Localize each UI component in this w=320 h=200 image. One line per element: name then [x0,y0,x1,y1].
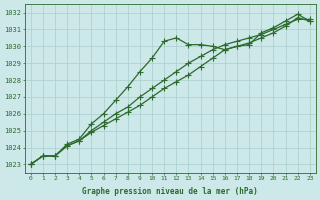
X-axis label: Graphe pression niveau de la mer (hPa): Graphe pression niveau de la mer (hPa) [82,187,258,196]
